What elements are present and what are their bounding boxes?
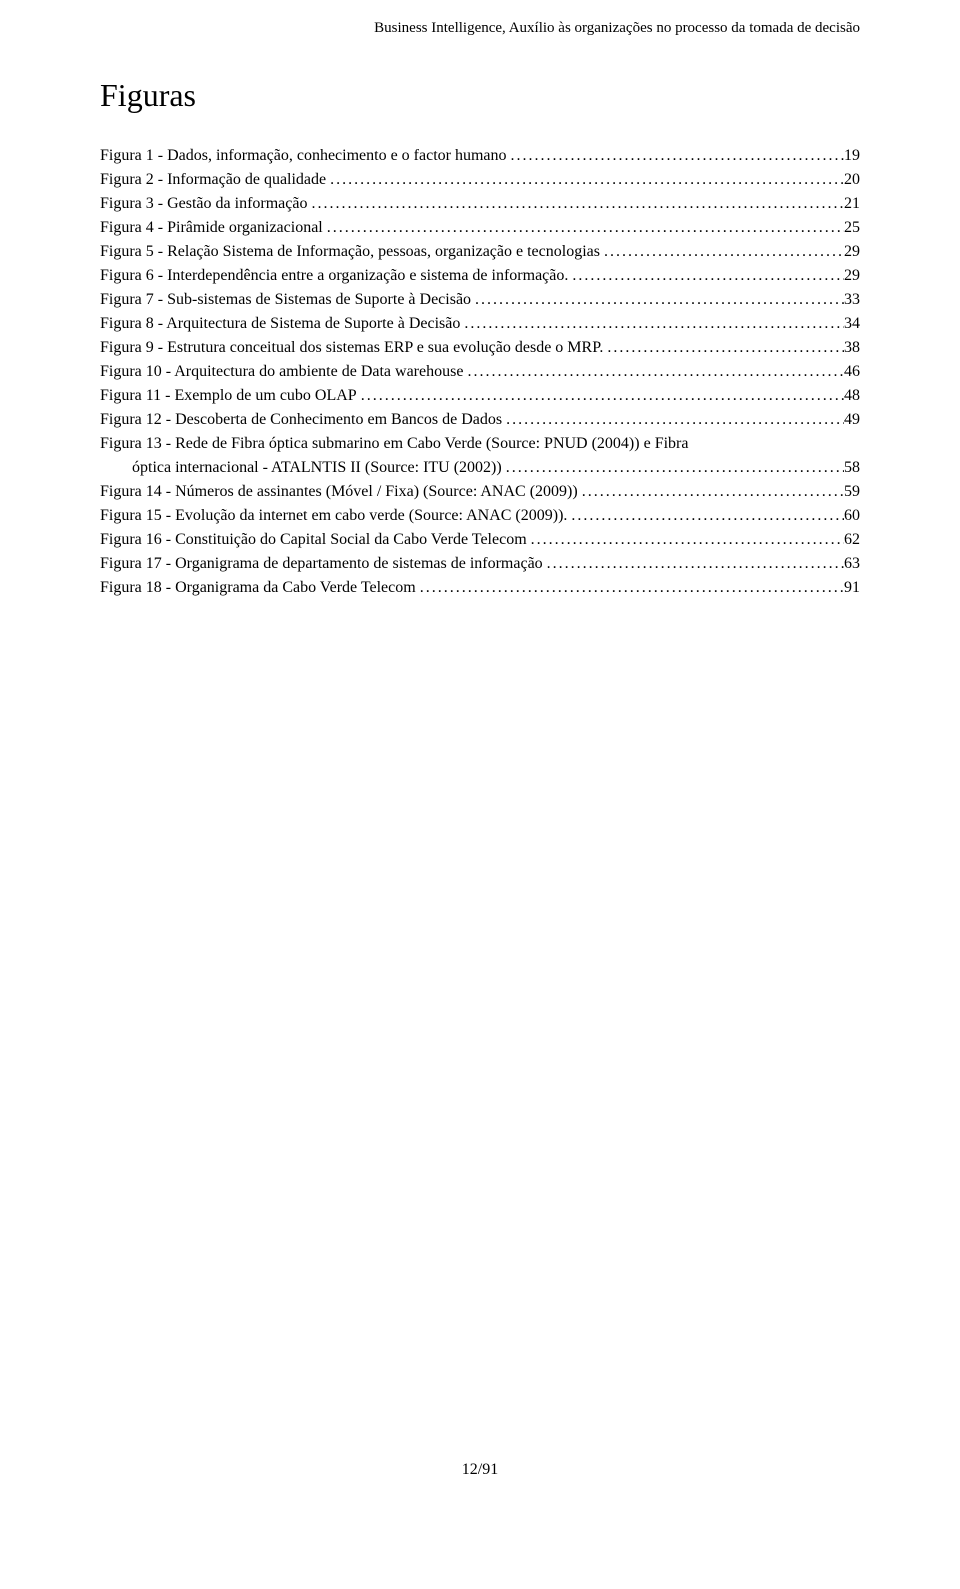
figure-entry: Figura 15 - Evolução da internet em cabo… [100, 504, 860, 528]
figure-label: Figura 15 - Evolução da internet em cabo… [100, 504, 567, 528]
figure-label: Figura 7 - Sub-sistemas de Sistemas de S… [100, 288, 471, 312]
figure-label: Figura 8 - Arquitectura de Sistema de Su… [100, 312, 460, 336]
leader-dots [326, 168, 844, 192]
leader-dots [463, 360, 844, 384]
figure-entry: óptica internacional - ATALNTIS II (Sour… [100, 456, 860, 480]
figure-page-number: 46 [844, 360, 860, 384]
figure-label: Figura 12 - Descoberta de Conhecimento e… [100, 408, 502, 432]
leader-dots [502, 408, 844, 432]
figure-label: Figura 13 - Rede de Fibra óptica submari… [100, 432, 688, 456]
figure-label: Figura 5 - Relação Sistema de Informação… [100, 240, 600, 264]
figure-page-number: 38 [844, 336, 860, 360]
leader-dots [543, 552, 844, 576]
figures-list: Figura 1 - Dados, informação, conhecimen… [100, 144, 860, 600]
figure-page-number: 91 [844, 576, 860, 600]
leader-dots [527, 528, 844, 552]
leader-dots [323, 216, 844, 240]
figure-label: Figura 14 - Números de assinantes (Móvel… [100, 480, 578, 504]
figure-label: Figura 11 - Exemplo de um cubo OLAP [100, 384, 357, 408]
figure-label: Figura 18 - Organigrama da Cabo Verde Te… [100, 576, 416, 600]
figure-page-number: 19 [844, 144, 860, 168]
figure-label: Figura 6 - Interdependência entre a orga… [100, 264, 568, 288]
section-title: Figuras [100, 77, 860, 114]
figure-page-number: 29 [844, 240, 860, 264]
figure-entry: Figura 1 - Dados, informação, conhecimen… [100, 144, 860, 168]
figure-page-number: 58 [844, 456, 860, 480]
figure-entry: Figura 5 - Relação Sistema de Informação… [100, 240, 860, 264]
figure-label: Figura 16 - Constituição do Capital Soci… [100, 528, 527, 552]
figure-page-number: 63 [844, 552, 860, 576]
figure-entry: Figura 18 - Organigrama da Cabo Verde Te… [100, 576, 860, 600]
leader-dots [568, 264, 844, 288]
figure-entry: Figura 13 - Rede de Fibra óptica submari… [100, 432, 860, 456]
figure-label: Figura 3 - Gestão da informação [100, 192, 307, 216]
figure-entry: Figura 11 - Exemplo de um cubo OLAP 48 [100, 384, 860, 408]
figure-page-number: 33 [844, 288, 860, 312]
figure-page-number: 62 [844, 528, 860, 552]
figure-page-number: 49 [844, 408, 860, 432]
leader-dots [460, 312, 844, 336]
leader-dots [471, 288, 844, 312]
leader-dots [307, 192, 844, 216]
figure-entry: Figura 16 - Constituição do Capital Soci… [100, 528, 860, 552]
leader-dots [507, 144, 844, 168]
figure-entry: Figura 8 - Arquitectura de Sistema de Su… [100, 312, 860, 336]
figure-entry: Figura 9 - Estrutura conceitual dos sist… [100, 336, 860, 360]
leader-dots [578, 480, 844, 504]
figure-page-number: 25 [844, 216, 860, 240]
figure-label: Figura 4 - Pirâmide organizacional [100, 216, 323, 240]
page-header: Business Intelligence, Auxílio às organi… [100, 20, 860, 37]
figure-page-number: 20 [844, 168, 860, 192]
leader-dots [603, 336, 844, 360]
leader-dots [600, 240, 844, 264]
figure-label: óptica internacional - ATALNTIS II (Sour… [132, 456, 502, 480]
leader-dots [567, 504, 844, 528]
leader-dots [502, 456, 844, 480]
figure-page-number: 34 [844, 312, 860, 336]
leader-dots [416, 576, 844, 600]
figure-page-number: 60 [844, 504, 860, 528]
figure-entry: Figura 4 - Pirâmide organizacional 25 [100, 216, 860, 240]
figure-entry: Figura 3 - Gestão da informação 21 [100, 192, 860, 216]
figure-page-number: 21 [844, 192, 860, 216]
figure-label: Figura 10 - Arquitectura do ambiente de … [100, 360, 463, 384]
figure-entry: Figura 12 - Descoberta de Conhecimento e… [100, 408, 860, 432]
figure-label: Figura 2 - Informação de qualidade [100, 168, 326, 192]
figure-label: Figura 1 - Dados, informação, conhecimen… [100, 144, 507, 168]
leader-dots [357, 384, 844, 408]
figure-entry: Figura 2 - Informação de qualidade 20 [100, 168, 860, 192]
figure-page-number: 29 [844, 264, 860, 288]
figure-entry: Figura 14 - Números de assinantes (Móvel… [100, 480, 860, 504]
figure-label: Figura 17 - Organigrama de departamento … [100, 552, 543, 576]
figure-entry: Figura 7 - Sub-sistemas de Sistemas de S… [100, 288, 860, 312]
page-footer: 12/91 [0, 1461, 960, 1479]
figure-entry: Figura 17 - Organigrama de departamento … [100, 552, 860, 576]
figure-page-number: 59 [844, 480, 860, 504]
figure-entry: Figura 6 - Interdependência entre a orga… [100, 264, 860, 288]
figure-label: Figura 9 - Estrutura conceitual dos sist… [100, 336, 603, 360]
figure-entry: Figura 10 - Arquitectura do ambiente de … [100, 360, 860, 384]
figure-page-number: 48 [844, 384, 860, 408]
